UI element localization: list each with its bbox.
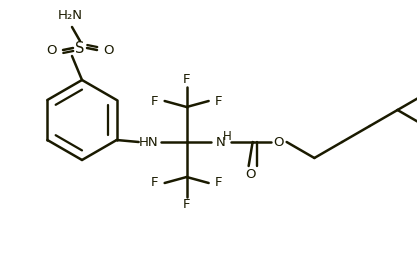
Text: O: O — [274, 135, 284, 148]
Text: O: O — [245, 168, 256, 180]
Text: F: F — [183, 198, 191, 212]
Text: H: H — [223, 130, 232, 143]
Text: HN: HN — [139, 135, 158, 148]
Text: F: F — [183, 73, 191, 86]
Text: F: F — [215, 177, 222, 190]
Text: O: O — [46, 43, 56, 56]
Text: H₂N: H₂N — [58, 9, 83, 21]
Text: S: S — [75, 41, 85, 56]
Text: F: F — [151, 177, 158, 190]
Text: F: F — [151, 95, 158, 108]
Text: F: F — [215, 95, 222, 108]
Text: O: O — [104, 43, 114, 56]
Text: N: N — [216, 135, 226, 148]
